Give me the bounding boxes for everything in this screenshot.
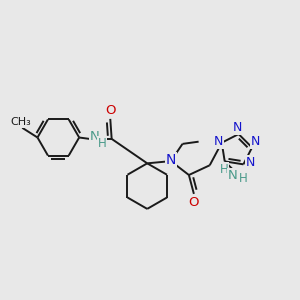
Text: N: N: [214, 135, 223, 148]
Text: H: H: [98, 137, 106, 150]
Text: N: N: [251, 135, 260, 148]
Text: O: O: [105, 104, 116, 117]
Text: H: H: [220, 163, 229, 176]
Text: O: O: [189, 196, 199, 209]
Text: N: N: [166, 153, 176, 167]
Text: N: N: [232, 122, 242, 134]
Text: N: N: [228, 169, 237, 182]
Text: CH₃: CH₃: [11, 117, 31, 127]
Text: N: N: [246, 157, 255, 169]
Text: H: H: [238, 172, 247, 185]
Text: N: N: [90, 130, 99, 143]
